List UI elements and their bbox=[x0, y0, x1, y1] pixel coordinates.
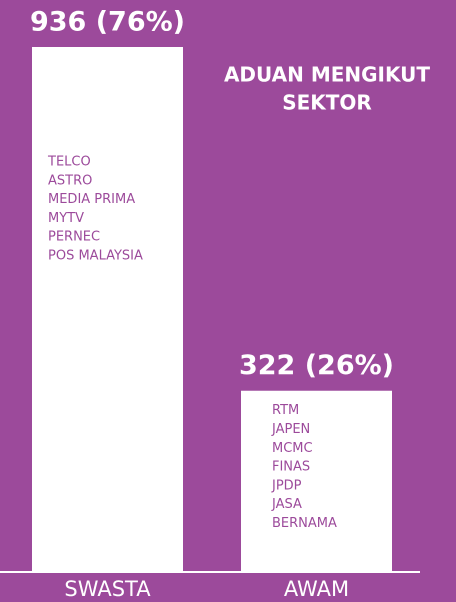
bar-item: JAPEN bbox=[271, 422, 310, 437]
bar-item: MYTV bbox=[48, 211, 84, 226]
bar-item: MEDIA PRIMA bbox=[48, 192, 135, 207]
bar bbox=[241, 390, 392, 571]
value-label: 936 (76%) bbox=[30, 7, 185, 38]
bar-item: FINAS bbox=[272, 460, 310, 475]
bar-item: BERNAMA bbox=[272, 516, 337, 531]
bar-item: TELCO bbox=[47, 155, 91, 170]
bar bbox=[32, 47, 183, 571]
bar-item: MCMC bbox=[272, 441, 313, 456]
bar-item: ASTRO bbox=[48, 173, 92, 188]
x-tick-label: AWAM bbox=[284, 577, 349, 601]
bar-item: JASA bbox=[271, 497, 302, 512]
chart-title: ADUAN MENGIKUT bbox=[224, 63, 430, 87]
bar-item: POS MALAYSIA bbox=[48, 249, 143, 264]
bar-item: PERNEC bbox=[48, 230, 100, 245]
chart-title: SEKTOR bbox=[282, 91, 372, 115]
value-label: 322 (26%) bbox=[239, 350, 394, 381]
bar-item: RTM bbox=[272, 403, 299, 418]
bar-item: JPDP bbox=[271, 478, 302, 493]
x-tick-label: SWASTA bbox=[64, 577, 151, 601]
